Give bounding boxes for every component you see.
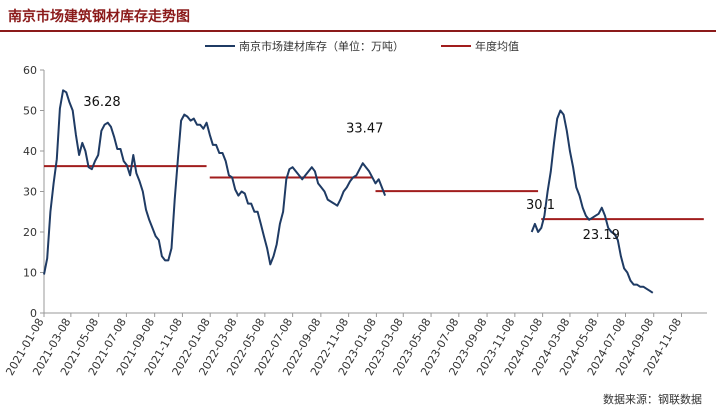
average-label-2022: 33.47: [346, 121, 383, 136]
inventory-line-segment: [43, 89, 387, 275]
y-tick-label: 30: [23, 186, 37, 199]
inventory-series: [43, 89, 654, 294]
average-labels: 36.28 33.47 30.1 23.19: [83, 95, 619, 243]
annual-average-lines: [44, 165, 704, 221]
data-source: 数据来源：钢联数据: [603, 393, 702, 406]
average-label-2023: 30.1: [526, 198, 555, 213]
chart-title: 南京市场建筑钢材库存走势图: [8, 9, 190, 25]
title-divider: [0, 30, 716, 32]
average-label-2024: 23.19: [583, 228, 620, 243]
y-tick-label: 0: [30, 307, 37, 320]
y-tick-label: 60: [23, 64, 37, 77]
y-tick-label: 50: [23, 105, 37, 118]
average-label-2021: 36.28: [83, 95, 120, 110]
chart-axes: 01020304050602021-01-082021-03-082021-05…: [3, 64, 707, 378]
y-tick-label: 20: [23, 226, 37, 239]
inventory-line-segment: [530, 109, 654, 294]
legend-label-inventory: 南京市场建材库存（单位：万吨）: [239, 39, 404, 53]
y-tick-label: 40: [23, 145, 37, 158]
chart-legend: 南京市场建材库存（单位：万吨） 年度均值: [205, 39, 519, 53]
y-tick-label: 10: [23, 267, 37, 280]
legend-label-average: 年度均值: [475, 39, 519, 53]
